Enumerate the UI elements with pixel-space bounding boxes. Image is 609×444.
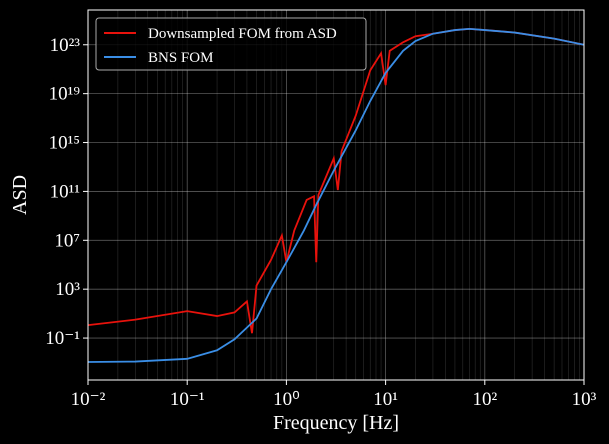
y-tick-label: 10¹⁹ (49, 84, 81, 105)
y-axis-label: ASD (9, 175, 31, 215)
y-tick-label: 10¹¹ (50, 181, 81, 202)
x-tick-label: 10⁰ (273, 389, 300, 410)
legend-label: BNS FOM (148, 50, 213, 66)
y-tick-label: 10⁷ (54, 230, 80, 251)
series-line (88, 27, 584, 363)
y-tick-label: 10¹⁵ (49, 133, 80, 154)
y-tick-label: 10⁻¹ (45, 328, 80, 349)
legend-box (95, 17, 367, 71)
y-tick-label: 10³ (55, 279, 80, 300)
plot-frame (87, 9, 585, 381)
x-tick-label: 10² (472, 389, 497, 410)
x-tick-label: 10¹ (373, 389, 398, 410)
x-tick-label: 10⁻² (71, 389, 106, 410)
legend-label: Downsampled FOM from ASD (148, 26, 337, 42)
x-tick-label: 10³ (572, 389, 597, 410)
y-tick-label: 10²³ (50, 35, 81, 56)
x-tick-label: 10⁻¹ (170, 389, 205, 410)
x-axis-label: Frequency [Hz] (273, 412, 399, 434)
